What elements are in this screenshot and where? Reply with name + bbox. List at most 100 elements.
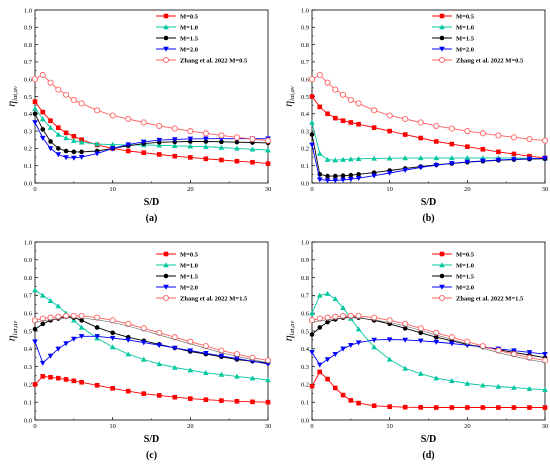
data-point bbox=[203, 136, 209, 142]
data-point bbox=[495, 157, 502, 163]
series bbox=[32, 120, 271, 161]
x-tick-label: 10 bbox=[109, 186, 116, 193]
data-point bbox=[316, 362, 323, 368]
data-point bbox=[264, 357, 272, 364]
data-point bbox=[317, 369, 323, 375]
data-point bbox=[449, 378, 455, 384]
y-axis-title-symbol: η bbox=[281, 101, 295, 107]
data-point bbox=[332, 86, 339, 93]
data-point bbox=[449, 141, 455, 147]
data-point bbox=[417, 155, 424, 161]
series-line-overlay bbox=[34, 317, 269, 363]
data-point bbox=[109, 335, 116, 341]
y-tick-label: 0.5 bbox=[301, 94, 309, 101]
data-point bbox=[386, 337, 393, 343]
data-point bbox=[371, 173, 377, 179]
data-point bbox=[324, 290, 331, 296]
legend-marker bbox=[163, 251, 169, 257]
data-point bbox=[511, 157, 517, 163]
data-point bbox=[348, 398, 354, 403]
data-point bbox=[31, 76, 39, 83]
x-tick-label: 20 bbox=[187, 423, 194, 430]
data-point bbox=[78, 154, 85, 160]
legend: M=0.5 M=1.0 M=1.5 M=2.0 Zhang et al. 2022 M=… bbox=[432, 251, 524, 302]
x-axis-title: S/D bbox=[144, 197, 160, 208]
data-point bbox=[371, 337, 377, 343]
y-tick-label: 0.8 bbox=[24, 42, 32, 49]
data-point bbox=[188, 155, 193, 160]
y-tick-label: 0.5 bbox=[24, 94, 32, 101]
y-tick-label: 0.6 bbox=[24, 77, 33, 84]
data-point bbox=[526, 156, 533, 162]
legend-label: M=1.5 bbox=[456, 273, 475, 280]
data-point bbox=[141, 391, 147, 396]
data-point bbox=[355, 100, 362, 107]
legend-label: Zhang et al. 2022 M=0.5 bbox=[456, 57, 524, 64]
data-point bbox=[371, 403, 377, 409]
data-point bbox=[348, 156, 354, 162]
data-point bbox=[480, 382, 486, 388]
data-point bbox=[109, 317, 116, 324]
x-tick-label: 20 bbox=[187, 186, 194, 193]
data-point bbox=[32, 382, 38, 387]
series bbox=[32, 334, 271, 367]
legend-label: M=2.0 bbox=[180, 284, 198, 291]
data-point bbox=[526, 385, 533, 391]
y-tick-label: 0.0 bbox=[301, 180, 309, 187]
data-point bbox=[219, 139, 224, 145]
legend-marker bbox=[163, 284, 169, 290]
series-line bbox=[34, 101, 269, 165]
data-point bbox=[333, 173, 338, 179]
legend-label: M=1.5 bbox=[180, 35, 199, 42]
data-point bbox=[109, 146, 116, 152]
y-tick-label: 0.6 bbox=[301, 77, 310, 84]
data-point bbox=[63, 312, 70, 319]
legend-label: M=2.0 bbox=[180, 46, 198, 53]
data-point bbox=[541, 137, 549, 144]
data-point bbox=[249, 375, 256, 381]
y-tick-label: 0.3 bbox=[301, 364, 309, 371]
data-point bbox=[356, 400, 361, 406]
data-point bbox=[542, 386, 548, 392]
legend-marker bbox=[438, 294, 446, 302]
data-point bbox=[40, 109, 46, 115]
data-point bbox=[542, 351, 548, 357]
data-point bbox=[348, 172, 354, 178]
y-tick-label: 0.0 bbox=[24, 417, 32, 424]
data-point bbox=[309, 94, 315, 99]
panel-label: (d) bbox=[422, 450, 434, 461]
data-point bbox=[63, 91, 70, 98]
y-axis-title: ηlat,av bbox=[281, 86, 296, 107]
series bbox=[308, 312, 549, 364]
data-point bbox=[187, 143, 194, 149]
data-point bbox=[332, 296, 339, 302]
series-line bbox=[311, 96, 546, 159]
data-point bbox=[464, 128, 471, 135]
y-tick-label: 0.2 bbox=[301, 146, 309, 153]
data-point bbox=[511, 348, 517, 354]
legend-marker bbox=[439, 273, 445, 279]
data-point bbox=[324, 357, 331, 363]
data-point bbox=[402, 132, 408, 137]
y-axis-title: ηlat,av bbox=[4, 86, 19, 107]
y-tick-label: 0.7 bbox=[24, 293, 33, 300]
data-point bbox=[172, 143, 178, 149]
panel-label: (c) bbox=[146, 450, 157, 461]
series-line-overlay bbox=[311, 317, 546, 363]
y-tick-label: 1.0 bbox=[24, 239, 32, 246]
data-point bbox=[156, 361, 163, 367]
data-point bbox=[265, 399, 271, 405]
data-point bbox=[355, 312, 362, 319]
legend-label: M=1.5 bbox=[456, 35, 475, 42]
data-point bbox=[511, 384, 517, 390]
data-point bbox=[71, 155, 77, 161]
x-tick-label: 0 bbox=[310, 423, 313, 430]
data-point bbox=[418, 330, 424, 336]
data-point bbox=[233, 134, 240, 141]
data-point bbox=[47, 124, 54, 130]
y-tick-label: 1.0 bbox=[24, 7, 32, 14]
data-point bbox=[203, 370, 209, 376]
data-point bbox=[187, 338, 194, 345]
data-point bbox=[386, 317, 393, 324]
data-point bbox=[203, 351, 209, 357]
